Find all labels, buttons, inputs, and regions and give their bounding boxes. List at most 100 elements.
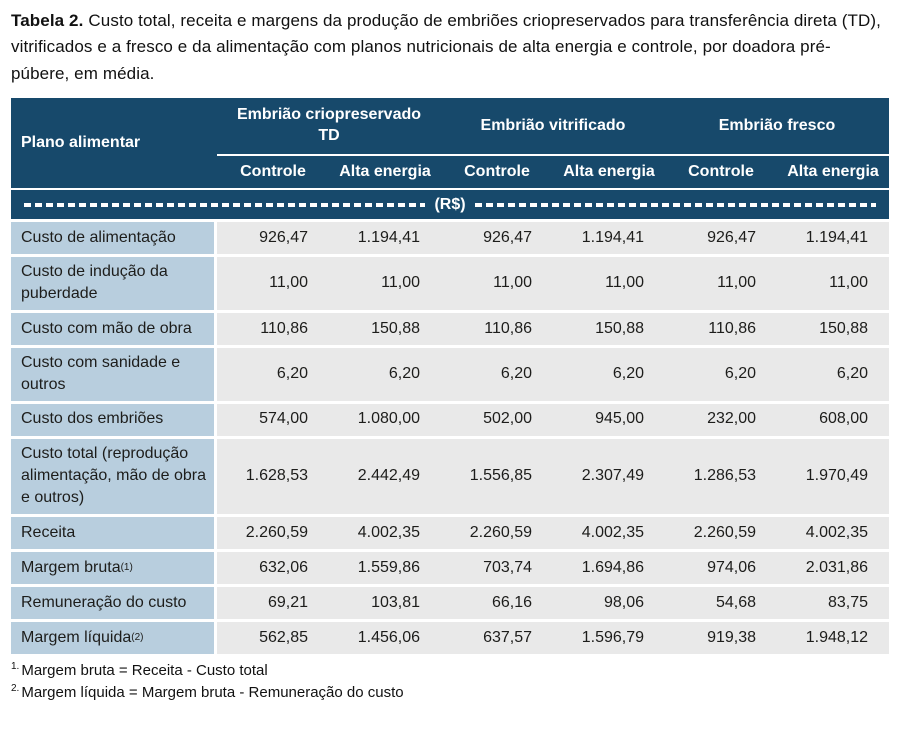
- value-cell-4: 1.596,79: [553, 621, 665, 654]
- value-cell-5: 1.286,53: [665, 438, 777, 514]
- row-label-text: Custo dos embriões: [21, 410, 164, 428]
- value-cell-4: 98,06: [553, 586, 665, 619]
- data-table: Plano alimentar Embrião criopreservado T…: [11, 98, 889, 654]
- value-cell-6: 150,88: [777, 312, 889, 345]
- value-cell-1: 11,00: [217, 257, 329, 310]
- value-cell-6: 6,20: [777, 347, 889, 401]
- value-cell-2: 1.559,86: [329, 551, 441, 584]
- value-cell-1: 1.628,53: [217, 438, 329, 514]
- value-cell-4: 2.307,49: [553, 438, 665, 514]
- value-cell-4: 4.002,35: [553, 516, 665, 549]
- subcolumn-header-5: Controle: [688, 163, 754, 181]
- row-label: Custo com mão de obra: [11, 312, 217, 345]
- row-label-footnote-marker: (1): [120, 561, 133, 573]
- table-row: Custo com mão de obra 110,86 150,88 110,86…: [11, 312, 889, 345]
- value-cell-3: 1.556,85: [441, 438, 553, 514]
- value-cell-6: 1.194,41: [777, 222, 889, 255]
- value-cell-3: 110,86: [441, 312, 553, 345]
- subcolumn-header-1: Controle: [240, 163, 306, 181]
- page: Tabela 2. Custo total, receita e margens …: [11, 8, 889, 704]
- table-caption-text: Custo total, receita e margens da produç…: [11, 11, 881, 83]
- value-cell-3: 637,57: [441, 621, 553, 654]
- value-cell-2: 1.080,00: [329, 403, 441, 436]
- table-row: Custo de indução da puberdade 11,00 11,00…: [11, 257, 889, 310]
- value-cell-1: 574,00: [217, 403, 329, 436]
- value-cell-2: 1.456,06: [329, 621, 441, 654]
- row-label: Margem bruta (1): [11, 551, 217, 584]
- value-cell-6: 83,75: [777, 586, 889, 619]
- value-cell-5: 11,00: [665, 257, 777, 310]
- value-cell-1: 562,85: [217, 621, 329, 654]
- value-cell-6: 4.002,35: [777, 516, 889, 549]
- row-label-text: Margem líquida: [21, 628, 132, 646]
- row-label-text: Custo total (reprodução alimentação, mão…: [21, 444, 206, 507]
- group-header-2: Embrião vitrificado: [480, 116, 626, 134]
- value-cell-2: 2.442,49: [329, 438, 441, 514]
- group-header-row: Embrião criopreservado TD Embrião vitrifi…: [217, 98, 889, 154]
- row-label-text: Custo com sanidade e outros: [21, 353, 181, 394]
- group-divider-line: [217, 154, 889, 157]
- table-row: Receita 2.260,59 4.002,35 2.260,59 4.002,35…: [11, 516, 889, 549]
- unit-label: (R$): [434, 195, 466, 213]
- table-header-right: Embrião criopreservado TD Embrião vitrifi…: [217, 98, 889, 188]
- value-cell-5: 232,00: [665, 403, 777, 436]
- subheader-row: Controle Alta energia Controle Alta energia…: [217, 156, 889, 188]
- row-label: Margem líquida (2): [11, 621, 217, 654]
- table-row: Margem líquida (2) 562,85 1.456,06 637,57 1.…: [11, 621, 889, 654]
- row-label-text: Custo com mão de obra: [21, 319, 192, 337]
- subcolumn-header-4: Alta energia: [563, 163, 655, 181]
- header-divider-line: [11, 188, 889, 191]
- column-header-plano-alimentar: Plano alimentar: [21, 134, 141, 152]
- footnote-2: 2. Margem líquida = Margem bruta - Remune…: [11, 682, 889, 704]
- subcolumn-header-2: Alta energia: [339, 163, 431, 181]
- row-label-footnote-marker: (2): [131, 631, 144, 643]
- row-label: Remuneração do custo: [11, 586, 217, 619]
- footnote-marker: 2.: [11, 682, 20, 694]
- footnote-text: Margem bruta = Receita - Custo total: [21, 661, 268, 679]
- value-cell-6: 11,00: [777, 257, 889, 310]
- value-cell-1: 6,20: [217, 347, 329, 401]
- dash-line-right: [474, 202, 877, 207]
- value-cell-5: 54,68: [665, 586, 777, 619]
- value-cell-6: 1.948,12: [777, 621, 889, 654]
- value-cell-5: 110,86: [665, 312, 777, 345]
- subcolumn-header-6: Alta energia: [787, 163, 879, 181]
- table-row: Custo de alimentação 926,47 1.194,41 926,4…: [11, 222, 889, 255]
- table-row: Remuneração do custo 69,21 103,81 66,16 98,…: [11, 586, 889, 619]
- row-label-text: Margem bruta: [21, 558, 121, 576]
- value-cell-5: 919,38: [665, 621, 777, 654]
- value-cell-1: 632,06: [217, 551, 329, 584]
- value-cell-3: 66,16: [441, 586, 553, 619]
- table-row: Custo total (reprodução alimentação, mão…: [11, 438, 889, 514]
- value-cell-5: 6,20: [665, 347, 777, 401]
- value-cell-2: 6,20: [329, 347, 441, 401]
- table-row: Margem bruta (1) 632,06 1.559,86 703,74 1.69…: [11, 551, 889, 584]
- footnote-text: Margem líquida = Margem bruta - Remunera…: [21, 683, 404, 701]
- value-cell-2: 4.002,35: [329, 516, 441, 549]
- value-cell-4: 11,00: [553, 257, 665, 310]
- row-label: Receita: [11, 516, 217, 549]
- value-cell-5: 926,47: [665, 222, 777, 255]
- row-label: Custo de alimentação: [11, 222, 217, 255]
- value-cell-6: 2.031,86: [777, 551, 889, 584]
- value-cell-2: 11,00: [329, 257, 441, 310]
- group-header-1: Embrião criopreservado TD: [236, 106, 422, 145]
- value-cell-4: 6,20: [553, 347, 665, 401]
- row-label: Custo de indução da puberdade: [11, 257, 217, 310]
- value-cell-1: 2.260,59: [217, 516, 329, 549]
- table-caption: Tabela 2. Custo total, receita e margens …: [11, 8, 889, 87]
- row-label-text: Custo de alimentação: [21, 228, 176, 246]
- row-label-text: Receita: [21, 523, 76, 541]
- dash-line-left: [24, 202, 426, 207]
- footnote-1: 1. Margem bruta = Receita - Custo total: [11, 660, 889, 682]
- row-label: Custo com sanidade e outros: [11, 347, 217, 401]
- value-cell-5: 2.260,59: [665, 516, 777, 549]
- value-cell-3: 926,47: [441, 222, 553, 255]
- row-label: Custo total (reprodução alimentação, mão…: [11, 438, 217, 514]
- table-row: Custo dos embriões 574,00 1.080,00 502,00 9…: [11, 403, 889, 436]
- value-cell-4: 1.194,41: [553, 222, 665, 255]
- table-row: Custo com sanidade e outros 6,20 6,20 6,20…: [11, 347, 889, 401]
- value-cell-6: 608,00: [777, 403, 889, 436]
- value-cell-6: 1.970,49: [777, 438, 889, 514]
- footnotes: 1. Margem bruta = Receita - Custo total 2.…: [11, 660, 889, 704]
